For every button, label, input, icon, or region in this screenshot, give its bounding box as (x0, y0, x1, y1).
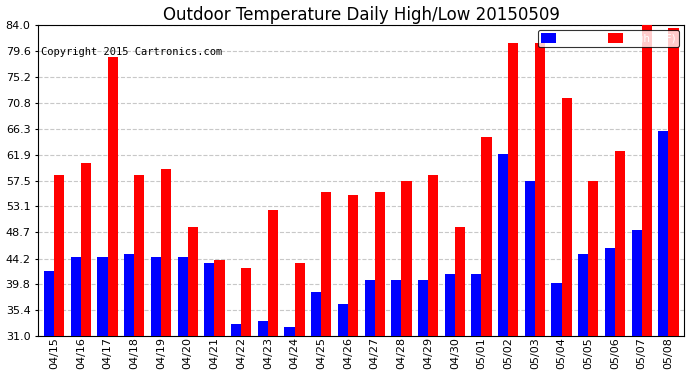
Bar (348, 195, 358, 336)
Legend: Low  (°F), High  (°F): Low (°F), High (°F) (538, 30, 679, 47)
Bar (177, 257, 188, 336)
Bar (71, 257, 81, 336)
Bar (161, 169, 171, 336)
Bar (151, 257, 161, 336)
Bar (578, 254, 589, 336)
Bar (322, 192, 331, 336)
Bar (295, 262, 305, 336)
Bar (338, 304, 348, 336)
Bar (418, 280, 428, 336)
Bar (108, 57, 118, 336)
Bar (81, 163, 91, 336)
Bar (124, 254, 135, 336)
Text: Copyright 2015 Cartronics.com: Copyright 2015 Cartronics.com (41, 47, 223, 57)
Bar (44, 272, 55, 336)
Bar (509, 43, 518, 336)
Bar (444, 274, 455, 336)
Bar (642, 25, 652, 336)
Bar (391, 280, 402, 336)
Bar (551, 283, 562, 336)
Bar (658, 130, 669, 336)
Bar (669, 28, 678, 336)
Bar (204, 262, 215, 336)
Bar (631, 230, 642, 336)
Bar (535, 43, 545, 336)
Bar (284, 327, 295, 336)
Bar (471, 274, 482, 336)
Title: Outdoor Temperature Daily High/Low 20150509: Outdoor Temperature Daily High/Low 20150… (163, 6, 560, 24)
Bar (562, 98, 572, 336)
Bar (215, 260, 224, 336)
Bar (311, 292, 322, 336)
Bar (589, 180, 598, 336)
Bar (498, 154, 509, 336)
Bar (135, 175, 144, 336)
Bar (482, 136, 492, 336)
Bar (428, 175, 438, 336)
Bar (231, 324, 241, 336)
Bar (455, 227, 465, 336)
Bar (525, 180, 535, 336)
Bar (55, 175, 64, 336)
Bar (257, 321, 268, 336)
Bar (375, 192, 385, 336)
Bar (364, 280, 375, 336)
Bar (241, 268, 251, 336)
Bar (615, 151, 625, 336)
Bar (402, 180, 411, 336)
Bar (188, 227, 198, 336)
Bar (605, 248, 615, 336)
Bar (97, 257, 108, 336)
Bar (268, 210, 278, 336)
